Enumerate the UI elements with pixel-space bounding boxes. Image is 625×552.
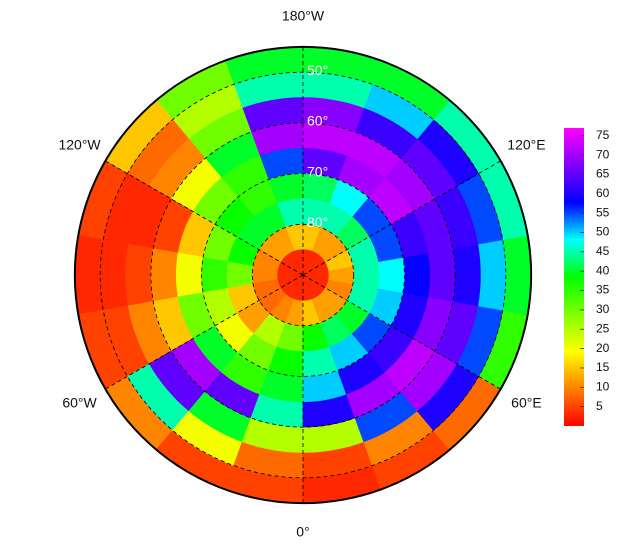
heat-cell bbox=[502, 235, 532, 315]
colorbar-label: 60 bbox=[596, 186, 610, 200]
longitude-label: 60°W bbox=[62, 395, 97, 411]
graticule bbox=[73, 45, 533, 505]
latitude-label: 70° bbox=[307, 163, 328, 179]
heat-cell bbox=[201, 257, 229, 293]
heat-cell bbox=[150, 248, 179, 302]
longitude-label: 120°E bbox=[507, 137, 545, 153]
colorbar-label: 40 bbox=[596, 263, 610, 277]
colorbar-label: 75 bbox=[596, 128, 610, 142]
heat-cell bbox=[452, 243, 481, 307]
colorbar-label: 70 bbox=[596, 147, 610, 161]
colorbar-label: 65 bbox=[596, 167, 610, 181]
colorbar-label: 35 bbox=[596, 283, 610, 297]
latitude-label: 50° bbox=[307, 62, 328, 78]
meridian bbox=[105, 160, 304, 276]
colorbar-gradient bbox=[564, 128, 584, 426]
colorbar-label: 20 bbox=[596, 341, 610, 355]
latitude-circle bbox=[99, 71, 507, 479]
colorbar-label: 5 bbox=[596, 399, 603, 413]
heat-cell bbox=[74, 235, 104, 315]
longitude-label: 0° bbox=[296, 524, 309, 540]
longitude-label: 60°E bbox=[511, 395, 542, 411]
heat-cell bbox=[175, 252, 204, 298]
meridian bbox=[302, 160, 501, 276]
heat-cell bbox=[125, 243, 154, 307]
heat-cell bbox=[377, 257, 405, 293]
latitude-circle bbox=[150, 122, 456, 428]
labels: 50° 60° 70° 80° 180°W 120°W 60°W 0° 60°E 120°E bbox=[58, 8, 545, 540]
heat-cell bbox=[427, 248, 456, 302]
colorbar-label: 25 bbox=[596, 321, 610, 335]
longitude-label: 120°W bbox=[58, 137, 101, 153]
colorbar-label: 45 bbox=[596, 244, 610, 258]
heat-cell bbox=[402, 252, 431, 298]
longitude-label: 180°W bbox=[282, 8, 325, 24]
colorbar-label: 10 bbox=[596, 379, 610, 393]
colorbar-label: 30 bbox=[596, 302, 610, 316]
colorbar-label: 55 bbox=[596, 205, 610, 219]
colorbar: 5 10 15 20 25 30 35 40 45 50 55 60 65 70 75 bbox=[564, 128, 610, 426]
heat-cell bbox=[99, 239, 129, 311]
colorbar-label: 50 bbox=[596, 225, 610, 239]
map-boundary bbox=[73, 45, 533, 505]
colorbar-label: 15 bbox=[596, 360, 610, 374]
latitude-label: 60° bbox=[307, 113, 328, 129]
heat-cell bbox=[477, 239, 507, 311]
meridian bbox=[302, 274, 501, 390]
meridian bbox=[105, 274, 304, 390]
latitude-label: 80° bbox=[307, 214, 328, 230]
